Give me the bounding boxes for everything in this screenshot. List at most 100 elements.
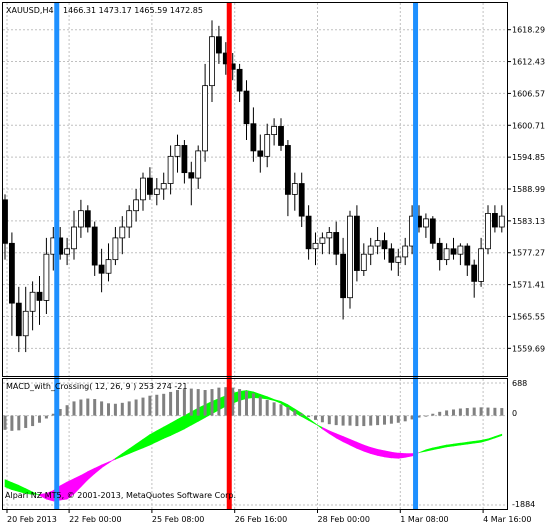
candle (347, 210, 353, 309)
candle (167, 145, 174, 195)
macd-histogram-bar (424, 415, 428, 417)
candle-body (98, 264, 105, 274)
candle (84, 205, 91, 233)
macd-histogram-bar (169, 391, 173, 416)
indicator-axis-top: 688 (512, 379, 527, 388)
candle (491, 205, 498, 233)
candle (43, 237, 50, 315)
candle (202, 63, 209, 162)
macd-fill-segment (439, 444, 447, 449)
macd-histogram-bar (314, 415, 317, 420)
macd-histogram-bar (93, 399, 97, 416)
candle (498, 205, 505, 233)
candle-body (443, 248, 450, 261)
candle (278, 118, 284, 151)
macd-fill-segment (87, 467, 95, 481)
indicator-grid (3, 379, 507, 509)
candle-body (84, 210, 91, 228)
macd-histogram-bar (452, 409, 455, 416)
macd-histogram-bar (210, 389, 214, 416)
candle (105, 243, 112, 282)
macd-histogram-bar (383, 415, 386, 425)
macd-histogram-bar (320, 415, 324, 423)
macd-fill-segment (322, 427, 330, 435)
candle-body (36, 291, 43, 301)
macd-fill-segment (494, 433, 503, 439)
candle (250, 107, 257, 162)
macd-histogram-bar (79, 399, 83, 416)
macd-histogram-bar (500, 408, 504, 416)
macd-histogram-bar (251, 393, 255, 416)
copyright-text: Alpari NZ MT5, © 2001-2013, MetaQuotes S… (5, 491, 236, 500)
macd-histogram-bar (245, 390, 248, 416)
candle (319, 232, 326, 255)
candle-body (450, 248, 457, 255)
candle-body (167, 155, 174, 184)
candle (188, 161, 195, 206)
macd-histogram-bar (38, 415, 41, 423)
candle-body (278, 126, 284, 146)
macd-histogram-bar (265, 399, 269, 416)
candle (8, 232, 15, 336)
candle (443, 243, 450, 266)
candle-body (78, 210, 84, 228)
macd-histogram-bar (389, 415, 393, 424)
macd-histogram-bar (327, 415, 331, 425)
time-tick-label: 22 Feb 00:00 (69, 515, 121, 524)
candle (36, 275, 43, 325)
candle (209, 20, 215, 102)
macd-histogram-bar (258, 396, 262, 416)
candle-body (395, 256, 402, 263)
macd-histogram-bar (272, 402, 276, 416)
candle-body (126, 210, 133, 228)
macd-histogram-bar (72, 401, 76, 416)
indicator-pane-frame (2, 378, 508, 510)
candle (271, 118, 278, 146)
macd-histogram-bar (445, 410, 449, 416)
candle-body (478, 248, 485, 282)
ohlc-readout: 1466.31 1473.17 1465.59 1472.85 (63, 6, 203, 15)
macd-histogram-bar (334, 415, 338, 426)
macd-histogram-bar (362, 415, 366, 427)
candle-body (291, 183, 298, 195)
candle-body (471, 264, 478, 282)
macd-fill-segment (335, 433, 344, 443)
macd-histogram-bar (293, 410, 297, 416)
macd-fill-segment (94, 464, 102, 475)
candle (353, 205, 360, 282)
macd-fill-segment (363, 444, 372, 455)
candle-body (209, 36, 215, 87)
candle-body (202, 85, 209, 152)
candle (326, 227, 333, 255)
macd-histogram-bar (100, 401, 104, 416)
symbol-timeframe-label: XAUUSD,H4 (6, 6, 54, 15)
candle (402, 237, 409, 266)
macd-histogram-bar (238, 389, 242, 416)
macd-fill-segment (384, 450, 392, 459)
macd-fill-segment (328, 430, 337, 439)
candle-body (298, 183, 305, 217)
candle (181, 140, 188, 184)
candle (22, 286, 29, 353)
candle-body (140, 177, 146, 201)
candle (395, 248, 402, 276)
candle-body (15, 302, 22, 337)
macd-fill-segment (170, 418, 178, 437)
candle (464, 243, 471, 276)
macd-fill-segment (473, 439, 482, 444)
blue-crossing-marker (413, 3, 419, 509)
crossing-markers (54, 3, 419, 509)
price-tick-label: 1571.41 (512, 281, 545, 290)
candle (119, 216, 126, 255)
macd-histogram-bar (341, 415, 345, 426)
macd-fill-segment (466, 440, 475, 445)
macd-fill-segment (418, 449, 427, 453)
macd-histogram-bar (127, 401, 131, 416)
macd-histogram-bar (403, 415, 407, 422)
candle (153, 178, 160, 206)
candle (195, 145, 202, 189)
macd-fill-segment (391, 451, 399, 459)
macd-histogram-bar (3, 415, 7, 430)
